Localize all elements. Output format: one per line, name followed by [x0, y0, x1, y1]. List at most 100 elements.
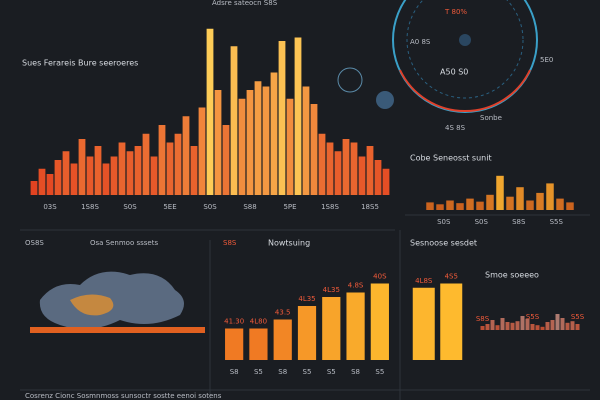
bar — [134, 146, 142, 195]
bar — [334, 151, 342, 195]
bar — [515, 321, 520, 330]
bar — [500, 318, 505, 330]
bar — [525, 318, 530, 330]
bar — [94, 146, 102, 195]
bar — [225, 328, 244, 360]
gauge-text: 5E0 — [540, 56, 553, 64]
bar — [374, 160, 382, 195]
bar-annotation: 4L80 — [250, 318, 267, 326]
bar — [436, 204, 444, 210]
axis-label: 1S8S — [321, 203, 339, 211]
map-subtitle: Osa Senmoo sssets — [90, 239, 158, 247]
bar-annotation: S5S — [526, 313, 540, 321]
bar — [495, 325, 500, 330]
bar — [214, 90, 222, 195]
axis-label: S0S — [437, 218, 451, 226]
bar — [556, 198, 564, 210]
bar — [326, 142, 334, 195]
gauge-text: Sonbe — [480, 114, 502, 122]
bar — [555, 314, 560, 330]
axis-label: 5EE — [163, 203, 176, 211]
dial — [376, 91, 394, 109]
axis-label: S88 — [243, 203, 256, 211]
bar — [516, 187, 524, 210]
map: OS8S Osa Senmoo sssets Cosrenz Cionc Sos… — [25, 239, 222, 400]
bar-annotation: S5S — [571, 313, 585, 321]
bar — [505, 322, 510, 330]
axis-label: 1S8S — [81, 203, 99, 211]
bar — [546, 183, 554, 210]
axis-label: S5 — [303, 368, 312, 376]
gauge-inner — [406, 0, 524, 99]
bar — [38, 168, 46, 195]
bar-annotation: 4L35 — [298, 295, 315, 303]
bar — [510, 322, 515, 330]
bar — [412, 287, 435, 360]
dial — [337, 67, 363, 93]
bar — [520, 316, 525, 330]
landmass — [39, 271, 185, 329]
bar — [366, 146, 374, 195]
bar-annotation: 4L35 — [323, 286, 340, 294]
bar — [446, 200, 454, 210]
bar — [166, 142, 174, 195]
bar — [350, 142, 358, 195]
bar — [78, 139, 86, 195]
axis-label: S0S — [203, 203, 217, 211]
bar — [506, 196, 514, 210]
bar-annotation: 41.30 — [224, 318, 244, 326]
axis-label: S8 — [278, 368, 287, 376]
bar-annotation: 4L8S — [415, 277, 433, 285]
bar — [222, 125, 230, 195]
bar — [190, 146, 198, 195]
bar — [286, 98, 294, 195]
bar — [246, 90, 254, 195]
bar-annotation: S8S — [476, 315, 490, 323]
bar — [54, 160, 62, 195]
axis-label: S8 — [351, 368, 360, 376]
gauge-arc — [399, 69, 531, 112]
bar — [382, 168, 390, 195]
bar — [536, 192, 544, 210]
bar — [206, 28, 214, 195]
landmass-heat — [70, 294, 114, 316]
bar — [230, 46, 238, 195]
bar — [370, 283, 389, 360]
gauge-hub — [459, 34, 471, 46]
gauge-text: A0 8S — [410, 38, 431, 46]
chart-title: Cobe Seneosst sunit — [410, 154, 492, 163]
bar — [118, 142, 126, 195]
panel-frames — [20, 214, 590, 400]
chart-subtitle: S8S — [223, 239, 237, 247]
gauge-text: 4S 8S — [445, 124, 466, 132]
bar — [297, 306, 317, 360]
bar — [278, 41, 286, 195]
bar — [476, 201, 484, 210]
bar — [466, 198, 474, 210]
bar — [540, 326, 545, 330]
bar — [496, 175, 504, 210]
gauge-center: A50 S0 — [440, 68, 468, 77]
chart-subtitle: Adsre sateocn S8S — [212, 0, 278, 7]
bar — [545, 322, 550, 330]
bar — [318, 133, 326, 195]
bar — [182, 116, 190, 195]
axis-label: S5 — [254, 368, 263, 376]
bar — [526, 200, 534, 210]
bar — [46, 174, 54, 195]
bar — [490, 320, 495, 330]
bar — [565, 322, 570, 330]
bar — [570, 321, 575, 330]
bar — [358, 156, 366, 195]
bar — [342, 139, 350, 195]
axis-label: S0S — [475, 218, 489, 226]
bar — [575, 324, 580, 330]
bar — [70, 163, 78, 195]
axis-label: S8 — [230, 368, 239, 376]
bar — [110, 156, 118, 195]
bar-annotation: 40S — [373, 273, 387, 281]
bar — [30, 181, 38, 195]
bar — [249, 328, 268, 360]
bar — [62, 151, 70, 195]
map-footer: Cosrenz Cionc Sosmnmoss sunsoctr sostte … — [25, 392, 222, 400]
